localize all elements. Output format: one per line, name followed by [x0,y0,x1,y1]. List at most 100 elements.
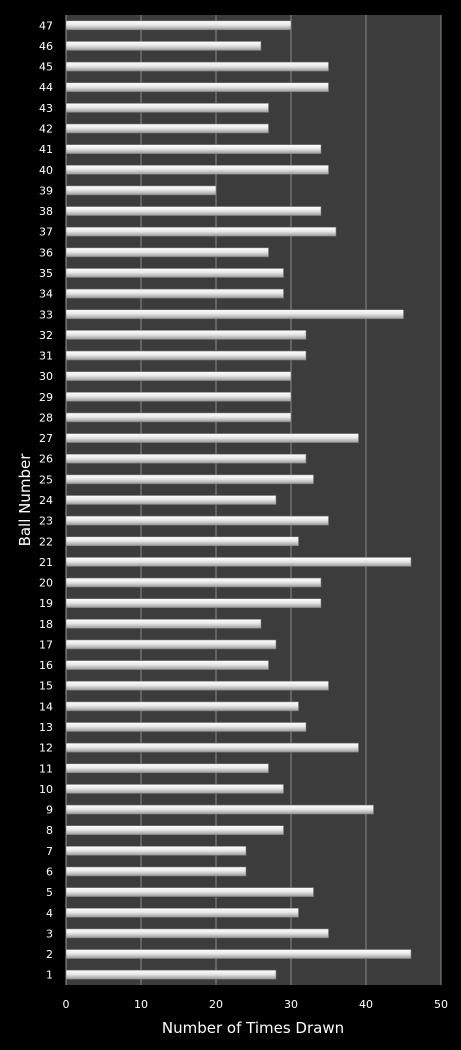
bar-ball-15 [65,680,329,691]
bar-ball-25 [65,474,314,485]
bar-ball-10 [65,784,284,794]
y-tick-label: 21 [39,556,53,569]
bar-ball-22 [65,536,299,547]
y-tick-label: 25 [39,473,53,486]
y-tick-label: 8 [46,824,53,837]
bar-ball-7 [65,846,247,856]
bar-ball-8 [65,825,284,836]
y-tick-label: 35 [39,267,53,280]
y-tick-label: 4 [46,907,53,920]
bar-ball-33 [65,309,404,320]
y-tick-label: 10 [39,783,53,796]
y-tick-label: 26 [39,453,53,466]
y-tick-label: 11 [39,762,53,775]
y-tick-label: 9 [46,804,53,817]
bar-ball-27 [65,433,359,443]
y-tick-label: 6 [46,865,53,878]
y-tick-label: 27 [39,432,53,445]
y-tick-label: 22 [39,535,53,548]
y-tick-label: 36 [39,246,53,259]
bar-ball-47 [65,20,292,31]
bar-ball-40 [65,164,329,175]
x-tick-label: 10 [134,998,148,1011]
y-tick-label: 37 [39,226,53,239]
y-tick-label: 18 [39,618,53,631]
x-tick-label: 0 [63,998,70,1011]
bar-ball-36 [65,247,269,258]
y-tick-label: 13 [39,721,53,734]
bar-ball-12 [65,742,359,753]
y-tick-label: 5 [46,886,53,899]
y-tick-label: 15 [39,680,53,693]
x-tick-label: 20 [209,998,223,1011]
bar-ball-44 [65,82,329,93]
bar-ball-39 [65,185,217,196]
y-tick-label: 23 [39,515,53,528]
y-tick-label: 17 [39,638,53,651]
y-tick-label: 45 [39,61,53,74]
bar-ball-30 [65,371,292,381]
bar-ball-41 [65,144,322,154]
bar-ball-26 [65,453,307,464]
bar-ball-34 [65,288,284,299]
y-tick-labels: 1234567891011121314151617181920212223242… [39,19,53,981]
y-tick-label: 38 [39,205,53,218]
bar-ball-29 [65,392,292,402]
x-tick-labels: 0 10 20 30 40 50 [63,998,449,1011]
y-tick-label: 31 [39,350,53,363]
bar-ball-17 [65,639,277,650]
y-tick-label: 7 [46,845,53,858]
y-tick-label: 40 [39,164,53,177]
bar-ball-45 [65,61,329,72]
bar-ball-5 [65,887,314,897]
y-tick-label: 19 [39,597,53,610]
y-tick-label: 43 [39,102,53,115]
bar-ball-23 [65,515,329,526]
y-tick-label: 47 [39,19,53,32]
bar-ball-1 [65,969,277,980]
bar-ball-14 [65,701,299,712]
bar-ball-3 [65,928,329,939]
y-tick-label: 42 [39,123,53,136]
bar-ball-24 [65,495,277,505]
bar-ball-13 [65,722,307,732]
y-tick-label: 14 [39,700,53,713]
bar-ball-18 [65,619,262,629]
y-tick-label: 32 [39,329,53,342]
bar-ball-43 [65,103,269,113]
bar-ball-19 [65,598,322,608]
bars [65,20,412,980]
bar-ball-20 [65,577,322,588]
y-tick-label: 34 [39,288,53,301]
bar-ball-21 [65,557,412,567]
y-tick-label: 41 [39,143,53,156]
bar-ball-28 [65,412,292,423]
bar-ball-4 [65,907,299,918]
bar-ball-9 [65,804,374,815]
y-tick-label: 28 [39,411,53,424]
bar-ball-2 [65,949,412,959]
y-tick-label: 30 [39,370,53,383]
y-tick-label: 29 [39,391,53,404]
y-tick-label: 12 [39,742,53,755]
y-tick-label: 1 [46,969,53,982]
x-axis-title: Number of Times Drawn [162,1019,344,1037]
y-tick-label: 2 [46,948,53,961]
x-tick-label: 50 [434,998,448,1011]
bar-ball-6 [65,866,247,877]
bar-ball-42 [65,123,269,134]
y-tick-label: 24 [39,494,53,507]
x-tick-label: 30 [284,998,298,1011]
bar-ball-38 [65,206,322,216]
y-tick-label: 39 [39,184,53,197]
bar-ball-35 [65,268,284,278]
x-tick-label: 40 [359,998,373,1011]
y-tick-label: 46 [39,40,53,53]
y-axis-title: Ball Number [16,453,34,547]
bar-ball-31 [65,350,307,361]
bar-ball-46 [65,41,262,51]
bar-ball-11 [65,763,269,774]
bar-ball-37 [65,226,337,237]
y-tick-label: 44 [39,81,53,94]
